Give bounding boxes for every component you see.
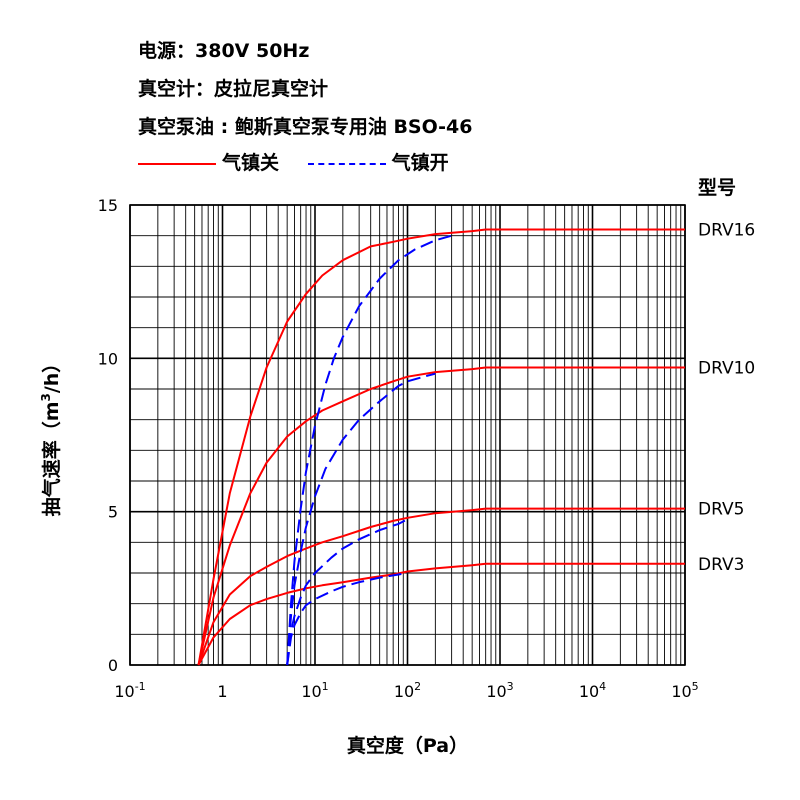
- legend: 气镇关 气镇开: [138, 148, 449, 175]
- model-label-drv16: DRV16: [698, 221, 755, 241]
- curve-drv10-ballast-off: [197, 366, 685, 666]
- y-tick-label: 15: [98, 196, 118, 215]
- legend-swatch-ballast-off: [138, 162, 216, 165]
- x-tick-label: 103: [486, 680, 513, 701]
- x-tick-label: 102: [394, 680, 421, 701]
- curve-drv16-ballast-on: [286, 234, 452, 666]
- curve-drv16-ballast-off: [197, 228, 685, 666]
- legend-label-ballast-on: 气镇开: [391, 152, 449, 174]
- y-tick-label: 10: [98, 349, 118, 368]
- model-label-drv3: DRV3: [698, 555, 744, 575]
- x-tick-label: 104: [579, 680, 606, 701]
- y-tick-label: 5: [108, 503, 118, 522]
- curve-drv5-ballast-on: [286, 518, 408, 666]
- x-tick-label: 101: [301, 680, 328, 701]
- model-label-drv5: DRV5: [698, 500, 744, 520]
- y-axis-title: 抽气速率（m3/h）: [39, 354, 63, 517]
- curve-drv10-ballast-on: [286, 372, 436, 666]
- plot-frame: [129, 204, 686, 666]
- model-column-title: 型号: [698, 176, 736, 199]
- power-spec: 电源：380V 50Hz: [138, 40, 310, 62]
- oil-spec: 真空泵油 : 鲍斯真空泵专用油 BSO-46: [138, 116, 473, 138]
- x-axis-title: 真空度（Pa）: [347, 734, 468, 757]
- curve-drv3-ballast-off: [197, 562, 685, 666]
- gauge-spec: 真空计：皮拉尼真空计: [138, 78, 329, 100]
- x-tick-label: 10-1: [114, 680, 145, 701]
- x-tick-label: 105: [671, 680, 698, 701]
- legend-swatch-ballast-on: [307, 162, 386, 165]
- curve-drv5-ballast-off: [197, 507, 685, 666]
- model-label-drv10: DRV10: [698, 359, 755, 379]
- curve-drv3-ballast-on: [286, 572, 408, 666]
- y-tick-label: 0: [108, 656, 118, 675]
- x-tick-label: 1: [217, 682, 227, 701]
- legend-label-ballast-off: 气镇关: [222, 152, 280, 174]
